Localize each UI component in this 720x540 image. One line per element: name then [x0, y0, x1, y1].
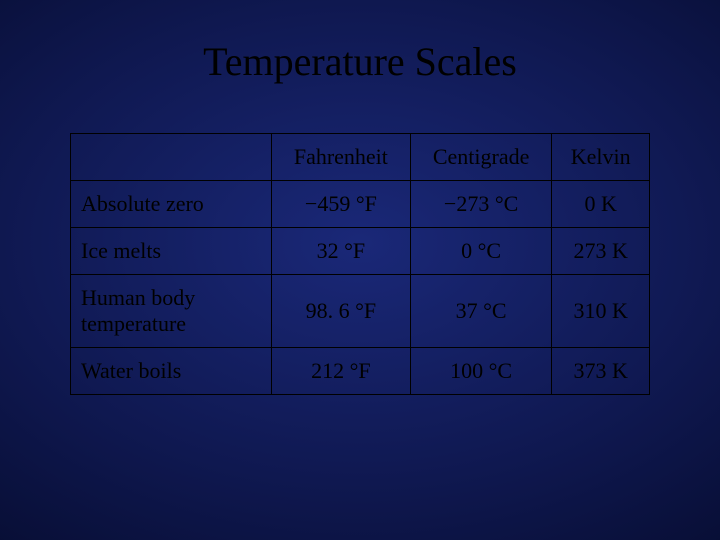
row-label: Ice melts [71, 228, 272, 275]
slide-title: Temperature Scales [0, 38, 720, 85]
row-label: Absolute zero [71, 181, 272, 228]
cell-fahrenheit: 212 °F [272, 348, 411, 395]
header-kelvin: Kelvin [552, 134, 650, 181]
cell-centigrade: 100 °C [410, 348, 552, 395]
header-centigrade: Centigrade [410, 134, 552, 181]
cell-kelvin: 310 K [552, 275, 650, 348]
row-label: Human body temperature [71, 275, 272, 348]
table-row: Absolute zero −459 °F −273 °C 0 K [71, 181, 650, 228]
cell-fahrenheit: 32 °F [272, 228, 411, 275]
table-row: Human body temperature 98. 6 °F 37 °C 31… [71, 275, 650, 348]
table-row: Water boils 212 °F 100 °C 373 K [71, 348, 650, 395]
temperature-table-wrap: Fahrenheit Centigrade Kelvin Absolute ze… [70, 133, 650, 395]
header-empty [71, 134, 272, 181]
table-header-row: Fahrenheit Centigrade Kelvin [71, 134, 650, 181]
cell-kelvin: 373 K [552, 348, 650, 395]
cell-centigrade: 0 °C [410, 228, 552, 275]
slide: Temperature Scales Fahrenheit Centigrade… [0, 0, 720, 540]
cell-centigrade: −273 °C [410, 181, 552, 228]
cell-kelvin: 273 K [552, 228, 650, 275]
cell-fahrenheit: 98. 6 °F [272, 275, 411, 348]
cell-kelvin: 0 K [552, 181, 650, 228]
header-fahrenheit: Fahrenheit [272, 134, 411, 181]
cell-centigrade: 37 °C [410, 275, 552, 348]
row-label: Water boils [71, 348, 272, 395]
table-row: Ice melts 32 °F 0 °C 273 K [71, 228, 650, 275]
cell-fahrenheit: −459 °F [272, 181, 411, 228]
temperature-table: Fahrenheit Centigrade Kelvin Absolute ze… [70, 133, 650, 395]
